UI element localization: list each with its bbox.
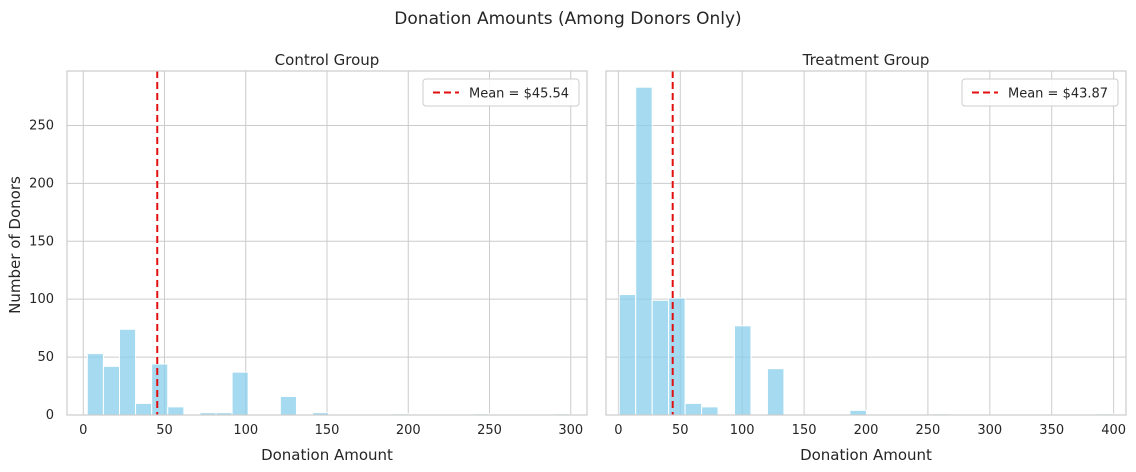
histogram-bar <box>151 363 169 416</box>
x-tick-label: 200 <box>396 423 421 438</box>
legend-label: Mean = $43.87 <box>1008 87 1108 102</box>
histogram-bar <box>118 328 137 416</box>
histogram-bar <box>135 402 153 416</box>
histogram-bar <box>701 406 719 416</box>
panel-treatment: Treatment Group Donation Amount 0 50 100 15… <box>605 51 1127 464</box>
x-tick-label: 200 <box>854 423 879 438</box>
y-tick-label: 0 <box>46 408 54 423</box>
x-tick-label: 50 <box>672 423 689 438</box>
x-tick-label: 250 <box>915 423 940 438</box>
y-tick-label: 100 <box>29 292 54 307</box>
histogram-bar <box>651 299 670 416</box>
plot-area-control: 0 50 100 150 200 250 300 0 50 100 150 200 250 Mean = … <box>29 70 588 438</box>
histogram-bar <box>766 368 785 416</box>
y-tick-label: 200 <box>29 176 54 191</box>
y-tick-label: 150 <box>29 234 54 249</box>
y-tick-label: 250 <box>29 118 54 133</box>
histogram-bar <box>849 409 867 416</box>
figure-title: Donation Amounts (Among Donors Only) <box>394 9 741 29</box>
x-tick-label: 0 <box>614 423 622 438</box>
x-tick-label: 0 <box>79 423 87 438</box>
x-tick-label: 150 <box>792 423 817 438</box>
panel-title-treatment: Treatment Group <box>802 51 930 69</box>
x-tick-label: 50 <box>156 423 173 438</box>
histogram-bar <box>102 365 120 416</box>
x-tick-label: 250 <box>477 423 502 438</box>
x-tick-label: 300 <box>977 423 1002 438</box>
x-axis-label-control: Donation Amount <box>261 446 393 464</box>
histogram-bar <box>618 294 637 416</box>
y-tick-label: 50 <box>37 350 54 365</box>
y-axis-label: Number of Donors <box>6 176 24 314</box>
histogram-bar <box>167 406 185 416</box>
panel-title-control: Control Group <box>275 51 380 69</box>
histogram-bar <box>86 353 104 416</box>
histogram-bar <box>684 402 703 416</box>
legend-control: Mean = $45.54 <box>422 78 580 107</box>
histogram-bar <box>734 325 752 416</box>
axes-frame <box>66 70 588 416</box>
histogram-bar <box>279 395 297 416</box>
histogram-bar <box>231 371 249 416</box>
x-axis-label-treatment: Donation Amount <box>800 446 932 464</box>
x-tick-label: 300 <box>558 423 583 438</box>
legend-box <box>961 78 1119 107</box>
x-tick-label: 350 <box>1039 423 1064 438</box>
histogram-bar <box>668 297 686 416</box>
x-tick-label: 100 <box>233 423 258 438</box>
legend-label: Mean = $45.54 <box>469 87 569 102</box>
plot-area-treatment: 0 50 100 150 200 250 300 350 400 Mean = $43.87 <box>605 70 1127 438</box>
axes-frame <box>605 70 1127 416</box>
x-tick-label: 100 <box>730 423 755 438</box>
legend-box <box>422 78 580 107</box>
x-tick-label: 150 <box>315 423 340 438</box>
panel-control: Control Group Donation Amount 0 50 100 150 2… <box>29 51 588 464</box>
x-tick-label: 400 <box>1101 423 1126 438</box>
histogram-bar <box>635 86 653 416</box>
legend-treatment: Mean = $43.87 <box>961 78 1119 107</box>
